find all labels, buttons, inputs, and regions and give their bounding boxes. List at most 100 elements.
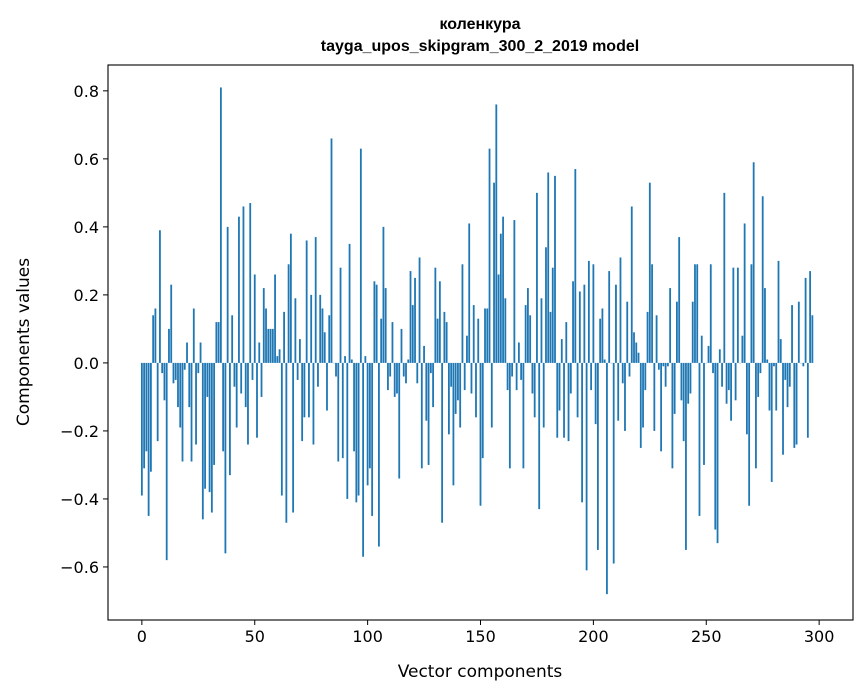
bar-component-7	[157, 363, 159, 441]
bar-component-282	[778, 261, 780, 363]
bar-component-185	[559, 363, 561, 411]
bar-component-94	[353, 363, 355, 451]
bar-component-114	[398, 363, 400, 479]
bar-component-5	[152, 315, 154, 363]
bar-component-231	[662, 363, 664, 366]
bar-component-78	[317, 363, 319, 387]
bar-component-176	[538, 363, 540, 509]
bar-component-171	[527, 288, 529, 363]
bar-component-272	[755, 363, 757, 468]
bar-component-9	[161, 363, 163, 373]
bar-component-270	[751, 264, 753, 363]
bar-component-144	[466, 336, 468, 363]
bar-component-251	[708, 346, 710, 363]
bar-component-89	[342, 363, 344, 458]
bar-component-193	[577, 363, 579, 417]
bar-component-257	[721, 363, 723, 387]
y-tick-label: −0.6	[60, 558, 99, 577]
bar-component-236	[674, 363, 676, 414]
bar-component-65	[288, 264, 290, 363]
bar-component-177	[541, 298, 543, 363]
bar-component-249	[703, 363, 705, 465]
bar-component-198	[588, 261, 590, 363]
bar-component-76	[313, 363, 315, 445]
bar-component-291	[798, 302, 800, 363]
bar-component-273	[757, 363, 759, 397]
bar-component-23	[193, 308, 195, 362]
bar-component-14	[173, 363, 175, 383]
bar-component-286	[787, 363, 789, 407]
bar-component-17	[179, 363, 181, 428]
bar-component-259	[726, 363, 728, 404]
bar-component-90	[344, 356, 346, 363]
bar-component-99	[364, 356, 366, 363]
bar-component-57	[270, 329, 272, 363]
bar-component-124	[421, 363, 423, 468]
bar-component-183	[554, 176, 556, 363]
bar-component-3	[148, 363, 150, 516]
bar-component-196	[583, 285, 585, 363]
bar-component-254	[714, 363, 716, 530]
bar-component-96	[358, 363, 360, 496]
bar-component-40	[231, 315, 233, 363]
bar-component-203	[599, 319, 601, 363]
x-tick-label: 200	[578, 627, 609, 646]
bar-component-79	[319, 295, 321, 363]
bar-component-59	[274, 274, 276, 362]
bar-component-217	[631, 206, 633, 362]
bar-component-296	[809, 271, 811, 363]
bar-component-10	[164, 363, 166, 400]
bar-component-83	[328, 315, 330, 363]
bars-group	[141, 87, 813, 594]
bar-component-215	[626, 302, 628, 363]
bar-component-63	[283, 312, 285, 363]
bar-component-53	[261, 363, 263, 397]
bar-component-223	[644, 363, 646, 390]
bar-component-279	[771, 363, 773, 482]
bar-component-274	[760, 363, 762, 373]
bar-component-178	[543, 363, 545, 428]
bar-component-238	[678, 237, 680, 363]
bar-component-22	[191, 363, 193, 462]
bar-component-170	[525, 305, 527, 363]
bar-component-132	[439, 281, 441, 363]
bar-component-245	[694, 264, 696, 363]
bar-component-289	[793, 363, 795, 448]
bar-component-42	[236, 363, 238, 428]
bar-component-264	[737, 268, 739, 363]
bar-component-73	[306, 240, 308, 362]
bar-component-137	[450, 363, 452, 387]
bar-component-174	[534, 363, 536, 417]
bar-component-27	[202, 363, 204, 519]
bar-component-162	[507, 363, 509, 390]
bar-component-48	[249, 203, 251, 363]
bar-component-139	[455, 363, 457, 414]
y-tick-label: −0.2	[60, 422, 99, 441]
bar-component-230	[660, 363, 662, 451]
bar-component-116	[403, 363, 405, 377]
bar-component-221	[640, 363, 642, 448]
bar-component-146	[471, 363, 473, 394]
bar-component-43	[238, 217, 240, 363]
x-tick-label: 100	[352, 627, 383, 646]
bar-component-105	[378, 363, 380, 547]
bar-component-113	[396, 363, 398, 394]
bar-component-181	[550, 312, 552, 363]
bar-component-262	[732, 268, 734, 363]
bar-component-136	[448, 363, 450, 434]
bar-component-64	[285, 363, 287, 523]
bar-component-107	[383, 227, 385, 363]
bar-component-20	[186, 343, 188, 363]
bar-component-101	[369, 363, 371, 468]
bar-component-241	[685, 363, 687, 550]
bar-component-202	[597, 363, 599, 550]
bar-component-149	[477, 319, 479, 363]
bar-component-222	[642, 363, 644, 428]
bar-component-61	[279, 349, 281, 363]
x-tick-label: 150	[465, 627, 496, 646]
bar-component-46	[245, 363, 247, 407]
bar-component-150	[480, 363, 482, 506]
bar-component-88	[340, 268, 342, 363]
bar-component-260	[728, 363, 730, 390]
bar-component-67	[292, 363, 294, 513]
